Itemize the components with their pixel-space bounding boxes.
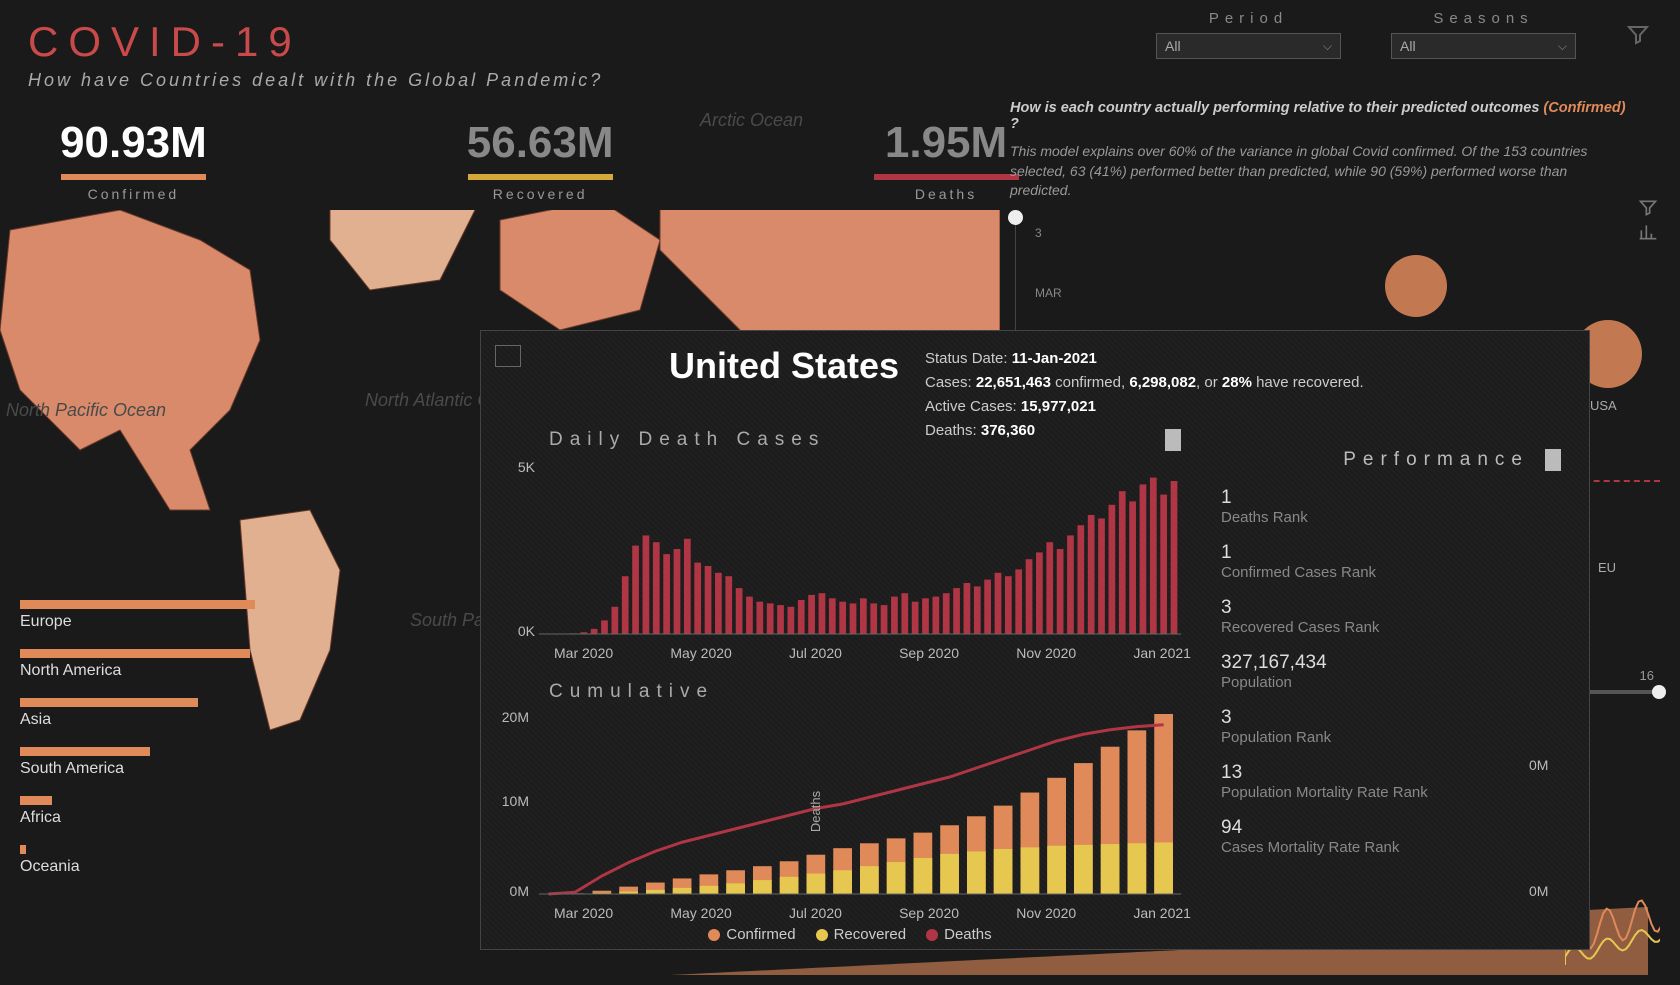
legend: Confirmed Recovered Deaths bbox=[481, 926, 1219, 943]
performance-text: How is each country actually performing … bbox=[1010, 100, 1630, 201]
perf-metric: 1Confirmed Cases Rank bbox=[1221, 542, 1561, 581]
x-tick: May 2020 bbox=[670, 905, 731, 921]
x-tick: Mar 2020 bbox=[554, 645, 613, 661]
kpi-deaths[interactable]: 1.95M Deaths bbox=[874, 118, 1019, 202]
x-tick: Sep 2020 bbox=[899, 905, 959, 921]
tooltip-stats: Status Date: 11-Jan-2021 Cases: 22,651,4… bbox=[925, 347, 1364, 443]
legend-item[interactable]: Recovered bbox=[816, 926, 907, 943]
x-tick: Sep 2020 bbox=[899, 645, 959, 661]
x-tick: Jul 2020 bbox=[789, 905, 842, 921]
continent-bars: Europe North America Asia South America Afri… bbox=[20, 600, 320, 894]
slider-max: 16 bbox=[1640, 668, 1654, 683]
filter-period-value: All bbox=[1165, 38, 1181, 54]
filter-period: Period All ⌵ bbox=[1156, 10, 1341, 59]
y-tick: 0K bbox=[505, 623, 535, 639]
performance-question: How is each country actually performing … bbox=[1010, 100, 1630, 132]
daily-title: Daily Death Cases bbox=[549, 429, 825, 451]
timeline-tick: 3 bbox=[1035, 226, 1042, 240]
x-tick: Nov 2020 bbox=[1016, 905, 1076, 921]
filters: Period All ⌵ Seasons All ⌵ bbox=[1156, 10, 1650, 59]
kpi-deaths-label: Deaths bbox=[915, 186, 977, 202]
kpi-confirmed-value: 90.93M bbox=[60, 118, 207, 168]
kpi-deaths-value: 1.95M bbox=[885, 118, 1007, 168]
bubble-label: USA bbox=[1590, 398, 1617, 413]
y2-label: Deaths bbox=[808, 791, 823, 832]
filter-seasons-value: All bbox=[1400, 38, 1416, 54]
perf-metric: 3Population Rank bbox=[1221, 707, 1561, 746]
performance-panel: Performance 1Deaths Rank 1Confirmed Cases… bbox=[1221, 449, 1561, 856]
filter-seasons: Seasons All ⌵ bbox=[1391, 10, 1576, 59]
kpi-recovered-bar bbox=[468, 174, 613, 180]
page-title: COVID-19 bbox=[28, 18, 302, 66]
performance-panel-title: Performance bbox=[1221, 449, 1561, 471]
x-tick: Jul 2020 bbox=[789, 645, 842, 661]
ocean-label: North Pacific Ocean bbox=[6, 400, 166, 421]
continent-bar[interactable]: Asia bbox=[20, 698, 320, 729]
slider-thumb[interactable] bbox=[1652, 685, 1666, 699]
continent-bar[interactable]: Africa bbox=[20, 796, 320, 827]
daily-x-axis: Mar 2020 May 2020 Jul 2020 Sep 2020 Nov 2020… bbox=[554, 645, 1191, 661]
cumulative-chart[interactable]: 20M 10M 0M 0M 0M Deaths bbox=[539, 709, 1181, 899]
kpi-recovered-label: Recovered bbox=[493, 186, 588, 202]
perf-metric: 13Population Mortality Rate Rank bbox=[1221, 762, 1561, 801]
bubble[interactable] bbox=[1385, 255, 1447, 317]
filter-seasons-select[interactable]: All ⌵ bbox=[1391, 33, 1576, 59]
filter-period-label: Period bbox=[1209, 10, 1288, 27]
kpi-deaths-bar bbox=[874, 174, 1019, 180]
x-tick: Mar 2020 bbox=[554, 905, 613, 921]
continent-bar[interactable]: Oceania bbox=[20, 845, 320, 876]
y-tick: 5K bbox=[505, 459, 535, 475]
x-tick: Jan 2021 bbox=[1133, 905, 1191, 921]
x-tick: Jan 2021 bbox=[1133, 645, 1191, 661]
x-tick: May 2020 bbox=[670, 645, 731, 661]
kpi-recovered[interactable]: 56.63M Recovered bbox=[467, 118, 614, 202]
continent-bar[interactable]: Europe bbox=[20, 600, 320, 631]
x-tick: Nov 2020 bbox=[1016, 645, 1076, 661]
chevron-down-icon: ⌵ bbox=[1558, 39, 1567, 54]
legend-item[interactable]: Deaths bbox=[926, 926, 992, 943]
bubble-label: EU bbox=[1598, 560, 1616, 575]
perf-metric: 94Cases Mortality Rate Rank bbox=[1221, 817, 1561, 856]
filter-period-select[interactable]: All ⌵ bbox=[1156, 33, 1341, 59]
timeline-handle[interactable] bbox=[1008, 210, 1023, 225]
legend-item[interactable]: Confirmed bbox=[708, 926, 795, 943]
continent-bar[interactable]: South America bbox=[20, 747, 320, 778]
timeline-tick: MAR bbox=[1035, 286, 1062, 300]
kpi-confirmed-label: Confirmed bbox=[88, 186, 180, 202]
funnel-icon[interactable] bbox=[1626, 23, 1650, 47]
ocean-label: Arctic Ocean bbox=[700, 110, 803, 131]
cum-x-axis: Mar 2020 May 2020 Jul 2020 Sep 2020 Nov 2020… bbox=[554, 905, 1191, 921]
kpi-confirmed[interactable]: 90.93M Confirmed bbox=[60, 118, 207, 202]
filter-seasons-label: Seasons bbox=[1433, 10, 1533, 27]
daily-death-chart[interactable]: 5K 0K bbox=[539, 459, 1181, 639]
continent-bar[interactable]: North America bbox=[20, 649, 320, 680]
perf-metric: 1Deaths Rank bbox=[1221, 487, 1561, 526]
performance-body: This model explains over 60% of the vari… bbox=[1010, 142, 1630, 201]
kpi-recovered-value: 56.63M bbox=[467, 118, 614, 168]
y-tick: 0M bbox=[499, 883, 529, 899]
country-tooltip: United States Status Date: 11-Jan-2021 C… bbox=[480, 330, 1590, 950]
flag-icon bbox=[495, 345, 521, 367]
pointer-icon[interactable] bbox=[1545, 449, 1561, 471]
kpi-row: 90.93M Confirmed 56.63M Recovered 1.95M … bbox=[60, 118, 1019, 202]
page-subtitle: How have Countries dealt with the Global… bbox=[28, 70, 603, 91]
y-tick: 10M bbox=[499, 793, 529, 809]
y-tick: 0M bbox=[1529, 883, 1559, 899]
y-tick: 20M bbox=[499, 709, 529, 725]
perf-metric: 3Recovered Cases Rank bbox=[1221, 597, 1561, 636]
kpi-confirmed-bar bbox=[61, 174, 206, 180]
chevron-down-icon: ⌵ bbox=[1323, 39, 1332, 54]
perf-metric: 327,167,434Population bbox=[1221, 652, 1561, 691]
